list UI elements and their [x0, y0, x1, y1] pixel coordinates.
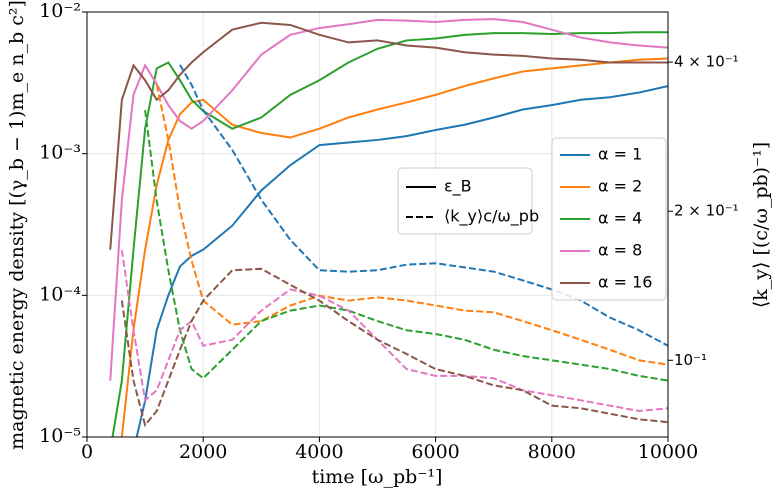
x-tick-label: 6000 [411, 441, 459, 463]
y-tick-label: 10⁻² [39, 0, 81, 22]
series-line [109, 21, 668, 250]
legend-label: α = 1 [598, 145, 642, 164]
x-tick-label: 2000 [179, 441, 227, 463]
series-line [155, 84, 668, 366]
series-line [120, 249, 668, 412]
y2-tick-label: 10⁻¹ [674, 351, 707, 369]
y2-tick-label: 4 × 10⁻¹ [674, 53, 739, 71]
series-line [120, 57, 668, 437]
y-tick-label: 10⁻⁴ [39, 283, 81, 305]
y-axis-label: magnetic energy density [(γ_b − 1)m_e n_… [6, 0, 28, 450]
x-tick-label: 0 [81, 441, 93, 463]
legend-label: α = 4 [598, 209, 642, 228]
series-line [135, 85, 668, 437]
style-legend-label: ε_B [444, 177, 472, 197]
axes: 0 2000 4000 6000 8000 10000 10⁻⁵ 10⁻⁴ 10⁻³ 10⁻² 10… [39, 0, 739, 463]
legend-label: α = 16 [598, 273, 652, 292]
x-tick-label: 4000 [295, 441, 343, 463]
plot-frame [86, 11, 669, 438]
series-line [144, 109, 668, 382]
series-line [120, 267, 668, 428]
series-line [111, 31, 668, 437]
x-axis-label: time [ω_pb⁻¹] [312, 466, 443, 488]
plot-lines [109, 18, 668, 437]
legend: α = 1 α = 2 α = 4 α = 8 α = 16 ε_B ⟨k_y⟩c/ω_pb [406, 145, 652, 292]
y-tick-label: 10⁻³ [39, 142, 81, 164]
x-tick-label: 8000 [528, 441, 576, 463]
legend-label: α = 2 [598, 177, 642, 196]
legend-label: α = 8 [598, 241, 642, 260]
x-tick-label: 10000 [638, 441, 698, 463]
style-legend-label: ⟨k_y⟩c/ω_pb [444, 207, 539, 227]
series-line [179, 64, 668, 347]
y-tick-label: 10⁻⁵ [39, 425, 81, 447]
y2-tick-label: 2 × 10⁻¹ [674, 202, 739, 220]
y2-axis-label: ⟨k_y⟩ [(c/ω_pb)⁻¹] [750, 142, 772, 308]
legend-box [551, 137, 667, 301]
series-line [109, 18, 668, 381]
